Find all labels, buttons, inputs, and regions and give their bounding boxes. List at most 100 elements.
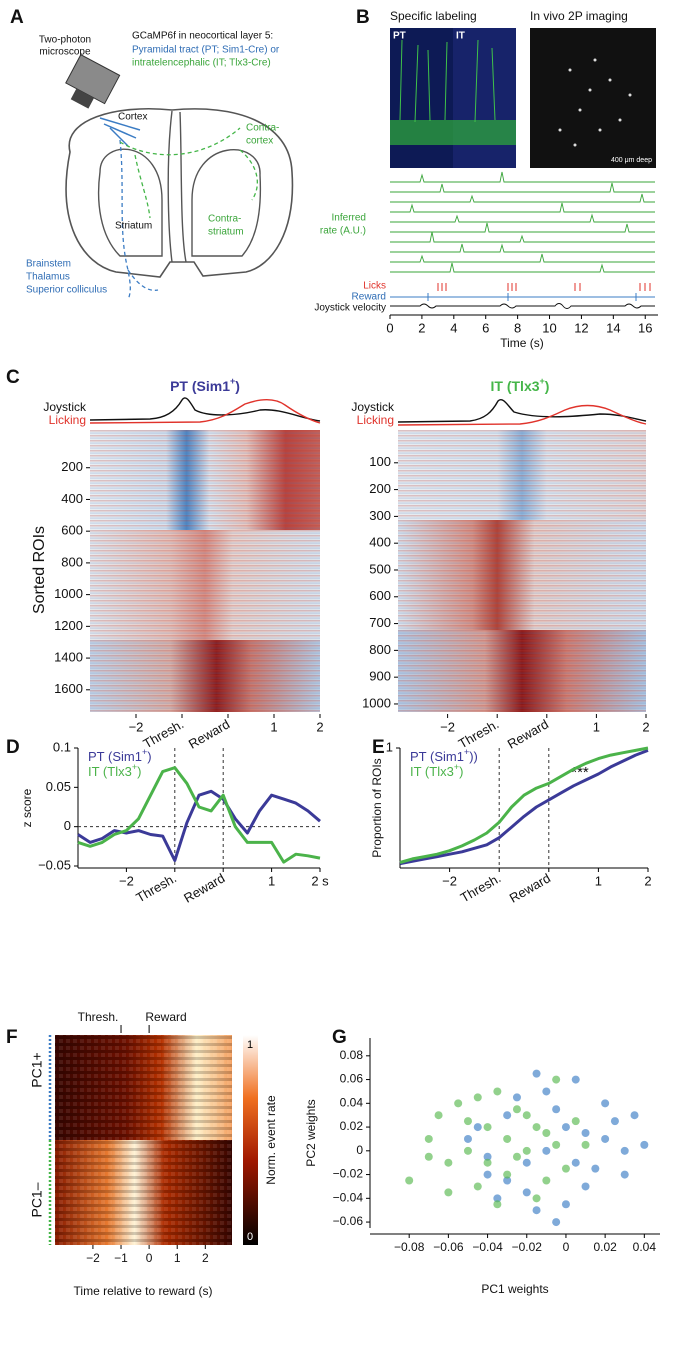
x-tick-label: −2 (440, 719, 455, 734)
x-tick-label: 0 (146, 1251, 153, 1265)
event-label: Reward (145, 1010, 186, 1024)
panel-c: C PT (Sim1+) IT (Tlx3+) Joystick Licking… (6, 367, 647, 712)
x-tick-label: −0.06 (433, 1240, 464, 1254)
y-tick-label: 1200 (54, 618, 83, 633)
scatter-point (561, 1123, 570, 1132)
x-tick-label: Thresh. (458, 870, 504, 905)
hemisphere-inner (191, 149, 262, 257)
panel-d: D z score (6, 737, 34, 827)
panel-f: F PC1+ PC1– Thresh. Reward Norm. event r… (6, 1010, 278, 1298)
x-tick-label: 0 (563, 1240, 570, 1254)
y-tick-label: 200 (369, 481, 391, 496)
scatter-point (522, 1158, 531, 1167)
panel-letter: F (6, 1027, 18, 1048)
x-tick-label: 2 (418, 320, 425, 335)
y-tick-label: −0.06 (333, 1214, 364, 1228)
label: In vivo 2P imaging (530, 9, 628, 23)
brain-outline (65, 107, 294, 278)
panel-a: A Two-photon microscope GCaMP6f in neoco… (10, 7, 294, 301)
x-tick-label: 10 (542, 320, 556, 335)
label: intratelencephalic (IT; Tlx3-Cre) (132, 58, 271, 69)
panel-letter: D (6, 737, 20, 758)
scatter-point (601, 1099, 610, 1108)
x-tick-label: 14 (606, 320, 620, 335)
y-tick-label: 0 (356, 1143, 363, 1157)
x-tick-label: −2 (442, 873, 457, 888)
label: striatum (208, 227, 244, 238)
y-tick-label: −0.05 (38, 857, 71, 872)
y-tick-label: 1400 (54, 650, 83, 665)
label: cortex (246, 136, 273, 147)
x-tick-label: Reward (181, 870, 227, 905)
scatter-point (424, 1152, 433, 1161)
legend-entry: IT (Tlx3+) (88, 762, 141, 779)
y-tick-label: 400 (61, 491, 83, 506)
panel-letter: G (332, 1027, 347, 1048)
scatter-point (483, 1123, 492, 1132)
scatter-point (522, 1146, 531, 1155)
panel-letter: B (356, 7, 370, 28)
y-axis-label: Sorted ROIs (31, 526, 48, 614)
scatter-point (444, 1158, 453, 1167)
x-tick-label: Reward (507, 870, 553, 905)
x-tick-label: −2 (119, 873, 134, 888)
scatter-point (552, 1105, 561, 1114)
scatter-point (522, 1111, 531, 1120)
label: Superior colliculus (26, 285, 107, 296)
y-tick-label: −0.02 (333, 1167, 364, 1181)
y-tick-label: 500 (369, 561, 391, 576)
legend-entry: IT (Tlx3+) (410, 762, 463, 779)
scatter-point (405, 1176, 414, 1185)
y-tick-label: 1000 (54, 586, 83, 601)
scatter-point (512, 1093, 521, 1102)
label: Pyramidal tract (PT; Sim1-Cre) or (132, 45, 280, 56)
scatter-point (571, 1158, 580, 1167)
label: rate (A.U.) (320, 226, 366, 237)
line-series (399, 746, 649, 864)
label: Brainstem (26, 259, 71, 270)
scatter-point (542, 1087, 551, 1096)
x-tick-label: −2 (86, 1251, 100, 1265)
title-part: + (230, 376, 235, 386)
joystick-trace (390, 303, 655, 309)
neurons (99, 117, 141, 147)
x-tick-label: Thresh. (456, 716, 502, 751)
scatter-point (512, 1152, 521, 1161)
label: Thalamus (26, 272, 70, 283)
scatter-point (473, 1182, 482, 1191)
x-tick-label: −0.04 (472, 1240, 503, 1254)
reward-line (390, 293, 655, 301)
colorbar (243, 1035, 258, 1245)
legend-part: ) (459, 764, 463, 779)
x-tick-label: 8 (514, 320, 521, 335)
legend-part: ) (137, 764, 141, 779)
y-tick-label: 0.02 (340, 1119, 364, 1133)
y-tick-label: 200 (61, 459, 83, 474)
scatter-point (620, 1170, 629, 1179)
dendrites (399, 39, 496, 123)
two-photon-image (530, 28, 656, 168)
label: Cortex (118, 112, 147, 123)
scatter-point (561, 1200, 570, 1209)
x-tick-label: Reward (186, 716, 232, 751)
scatter-point (601, 1134, 610, 1143)
x-axis-label: PC1 weights (481, 1282, 548, 1296)
heatmap-title: IT (Tlx3+) (491, 376, 550, 393)
y-tick-label: 0.1 (53, 739, 71, 754)
licks (437, 283, 651, 291)
legend-part: PT (Sim1 (88, 749, 142, 764)
legend-part: + (464, 747, 469, 757)
scatter-point (581, 1140, 590, 1149)
panel-letter: A (10, 7, 24, 28)
x-tick-label: 0.02 (593, 1240, 617, 1254)
scatter-point (542, 1146, 551, 1155)
x-axis-label: Time (s) (500, 336, 544, 350)
panel-b: B Specific labeling In vivo 2P imaging P… (314, 7, 658, 350)
y-tick-label: 0.04 (340, 1095, 364, 1109)
legend-part: ) (147, 749, 151, 764)
label: 400 μm deep (611, 157, 652, 164)
label: Joystick (351, 400, 395, 414)
y-tick-label: 1000 (362, 695, 391, 710)
scatter-point (503, 1134, 512, 1143)
scatter-point (532, 1069, 541, 1078)
